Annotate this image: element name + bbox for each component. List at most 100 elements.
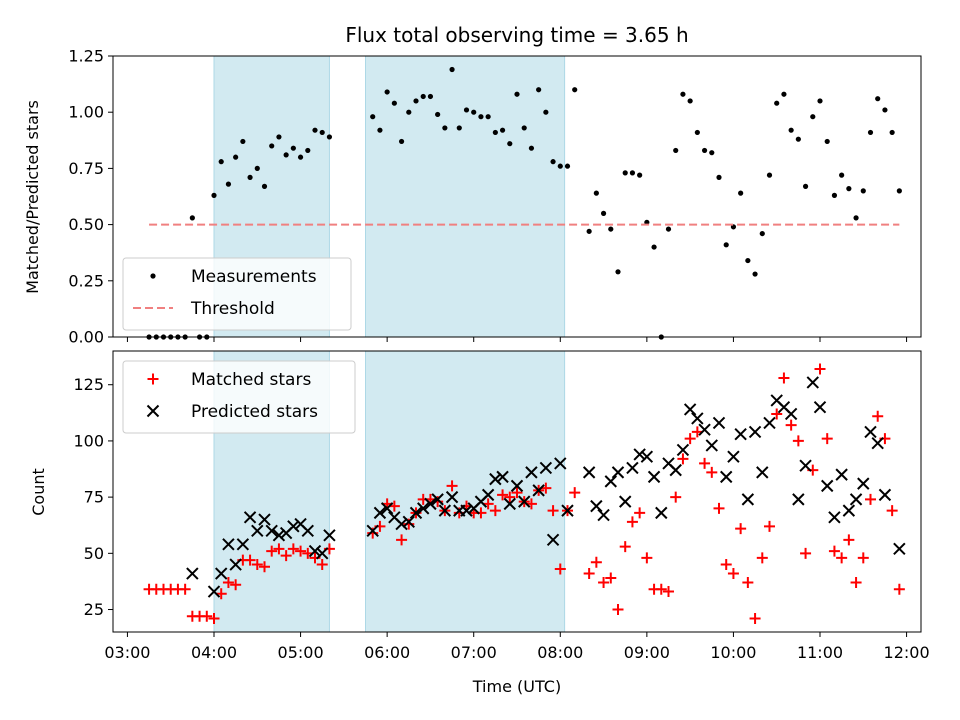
data-point: [734, 427, 747, 441]
legend-label: Measurements: [191, 267, 317, 287]
x-tick-label: 09:00: [624, 643, 670, 662]
y-tick-label: 1.00: [68, 103, 104, 122]
data-point: [305, 147, 311, 154]
data-point: [211, 192, 217, 198]
data-point: [677, 453, 689, 465]
data-point: [312, 127, 318, 133]
data-point: [569, 487, 581, 499]
data-point: [582, 466, 596, 479]
data-point: [460, 504, 473, 517]
data-point: [586, 228, 592, 234]
data-point: [583, 568, 595, 580]
data-point: [872, 410, 884, 422]
data-point: [539, 461, 553, 475]
legend-label: Threshold: [190, 299, 275, 319]
data-point: [316, 547, 329, 560]
data-point: [218, 159, 224, 165]
data-point: [810, 114, 816, 120]
data-point: [395, 517, 408, 531]
legend-label: Predicted stars: [191, 402, 318, 422]
data-point: [398, 138, 405, 145]
x-tick-label: 10:00: [710, 643, 756, 662]
data-point: [893, 542, 906, 556]
x-tick-label: 06:00: [364, 643, 410, 662]
top-legend: Measurements Threshold: [122, 257, 352, 331]
x-tick-label: 12:00: [884, 643, 930, 662]
data-point: [849, 493, 863, 506]
data-point: [720, 559, 732, 571]
data-point: [878, 488, 892, 502]
y-tick-label: 100: [73, 431, 104, 450]
data-point: [655, 583, 667, 595]
data-point: [521, 125, 527, 131]
data-point: [280, 550, 292, 562]
data-point: [456, 125, 462, 131]
data-point: [208, 613, 220, 625]
data-point: [481, 488, 495, 502]
data-point: [225, 181, 232, 187]
data-point: [670, 491, 682, 503]
data-point: [742, 577, 754, 589]
legend-entry: Measurements: [150, 267, 317, 287]
data-point: [201, 610, 213, 622]
data-point: [756, 466, 769, 479]
data-point: [752, 271, 758, 277]
data-point: [745, 257, 751, 264]
data-point: [532, 484, 545, 497]
data-point: [605, 572, 617, 584]
data-point: [764, 520, 775, 532]
data-point: [590, 499, 603, 513]
data-point: [528, 145, 535, 151]
data-point: [640, 450, 654, 463]
legend-entry: Predicted stars: [146, 402, 318, 422]
data-point: [240, 138, 246, 145]
data-point: [723, 242, 729, 248]
panel-matched-ratio: 0.00 0.25 0.50 0.75 1.00 1.25 Matched/Predict…: [23, 47, 922, 347]
data-point: [763, 416, 776, 430]
data-point: [503, 497, 516, 511]
data-point: [446, 480, 458, 492]
x-tick-label: 08:00: [537, 643, 583, 662]
data-point: [781, 91, 787, 97]
data-point: [290, 145, 296, 151]
data-point: [673, 147, 679, 154]
legend-swatch-marker: [147, 373, 159, 385]
data-point: [406, 109, 412, 115]
data-point: [813, 400, 827, 414]
x-axis-label: Time (UTC): [472, 677, 561, 696]
series-predicted-stars: [186, 376, 906, 598]
data-point: [828, 511, 841, 524]
data-point: [229, 558, 242, 571]
data-point: [860, 188, 866, 194]
y-tick-label: 75: [84, 488, 104, 507]
data-point: [771, 408, 783, 420]
observing-windows-top: [213, 55, 566, 338]
chart-title: Flux total observing time = 3.65 h: [345, 23, 688, 47]
x-tick-label: 11:00: [797, 643, 843, 662]
data-point: [233, 154, 239, 160]
y-tick-label: 1.25: [68, 47, 104, 66]
data-point: [189, 215, 195, 221]
data-point: [504, 491, 516, 503]
data-point: [857, 477, 870, 490]
data-point: [626, 461, 639, 475]
series-matched-stars: [143, 363, 905, 625]
data-point: [396, 534, 408, 546]
data-point: [600, 210, 607, 216]
x-tick-label: 04:00: [191, 643, 237, 662]
data-point: [889, 129, 895, 136]
data-point: [261, 183, 268, 189]
data-point: [651, 244, 657, 250]
y-tick-label: 50: [84, 544, 104, 563]
data-point: [367, 527, 379, 539]
data-point: [326, 134, 333, 140]
data-point: [712, 416, 726, 430]
data-point: [550, 159, 556, 165]
data-point: [499, 127, 506, 133]
data-point: [611, 466, 625, 479]
data-point: [380, 502, 394, 515]
bottom-legend: Matched stars Predicted stars: [122, 360, 356, 434]
series-measurements: [146, 66, 902, 340]
data-point: [471, 109, 477, 115]
data-point: [431, 493, 444, 506]
